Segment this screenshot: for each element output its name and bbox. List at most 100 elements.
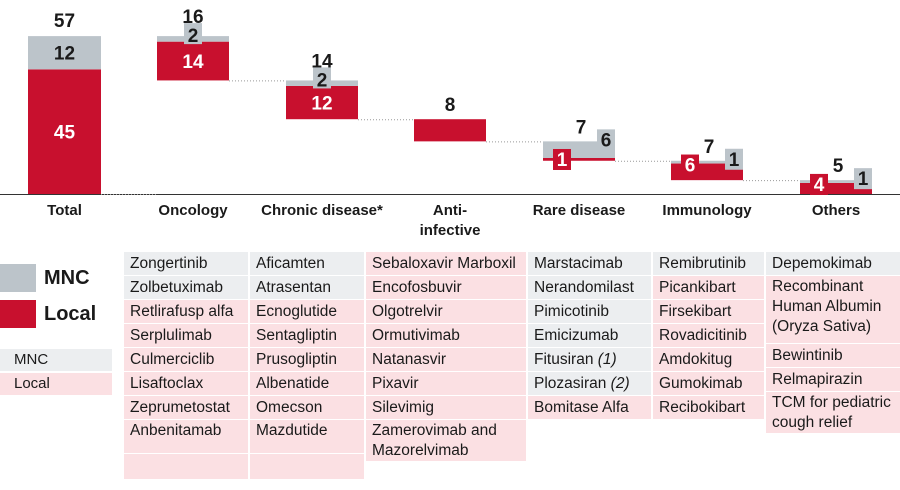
- drug-name: Gumokimab: [659, 375, 743, 392]
- drug-cell: [124, 454, 248, 480]
- mnc-label-bg-6: [854, 168, 872, 190]
- drug-name: Firsekibart: [659, 303, 732, 320]
- drug-cell: Firsekibart: [653, 300, 764, 324]
- drug-cell: Sentagliptin: [250, 324, 364, 348]
- total-label-3: 8: [445, 95, 456, 116]
- drug-name: Aficamten: [256, 255, 325, 272]
- drug-cell: Zeprumetostat: [124, 396, 248, 420]
- drug-name: Relmapirazin: [772, 371, 863, 388]
- drug-cell: Albenatide: [250, 372, 364, 396]
- local-label-bg-6: [810, 173, 828, 195]
- drug-cell: Emicizumab: [528, 324, 651, 348]
- drug-name: Fitusiran: [534, 351, 594, 368]
- drug-name: Zolbetuximab: [130, 279, 224, 296]
- drug-name: Sebaloxavir Marboxil: [372, 255, 516, 272]
- mini-legend-local: Local: [0, 373, 112, 395]
- drug-cell: Lisaftoclax: [124, 372, 248, 396]
- local-label-4: 1: [557, 150, 568, 171]
- category-label-0: Total: [47, 202, 82, 219]
- drug-cell: Mazdutide: [250, 420, 364, 454]
- mnc-label-6: 1: [858, 169, 869, 190]
- drug-cell: Culmerciclib: [124, 348, 248, 372]
- category-label-3-1: infective: [420, 222, 481, 239]
- drug-name: Olgotrelvir: [372, 303, 443, 320]
- drug-name: Encofosbuvir: [372, 279, 462, 296]
- mnc-label-1: 2: [188, 26, 199, 47]
- legend-label-mnc: MNC: [44, 266, 90, 289]
- drug-name: Remibrutinib: [659, 255, 747, 272]
- local-label-2: 12: [311, 94, 332, 115]
- drug-name: Recombinant Human Albumin (Oryza Sativa): [772, 278, 882, 335]
- category-label-3: Anti-: [433, 202, 467, 219]
- drug-cell: [250, 454, 364, 480]
- drug-name: Retlirafusp alfa: [130, 303, 234, 320]
- drug-cell: Nerandomilast: [528, 276, 651, 300]
- bar-local-3: [414, 119, 486, 142]
- drug-name: Emicizumab: [534, 327, 619, 344]
- drug-name: Albenatide: [256, 375, 330, 392]
- bar-mnc-6: [800, 180, 872, 183]
- drug-cell: Pixavir: [366, 372, 526, 396]
- drug-cell: Fitusiran (1): [528, 348, 651, 372]
- drug-cell: Relmapirazin: [766, 368, 900, 392]
- total-label-1: 16: [182, 7, 203, 28]
- category-label-5: Immunology: [662, 202, 752, 219]
- drug-cell: Pimicotinib: [528, 300, 651, 324]
- drug-name: Picankibart: [659, 279, 736, 296]
- drug-cell: Gumokimab: [653, 372, 764, 396]
- local-label-1: 14: [182, 52, 204, 73]
- drug-cell: Aficamten: [250, 252, 364, 276]
- mnc-label-bg-1: [184, 23, 202, 45]
- drug-cell: Zamerovimab and Mazorelvimab: [366, 420, 526, 462]
- drug-name: Mazdutide: [256, 422, 328, 439]
- bar-local-2: [286, 85, 358, 120]
- drug-name: Lisaftoclax: [130, 375, 204, 392]
- drug-name: Pixavir: [372, 375, 419, 392]
- bar-mnc-0: [28, 36, 101, 70]
- drug-cell: Prusogliptin: [250, 348, 364, 372]
- drug-cell: TCM for pediatric cough relief: [766, 392, 900, 434]
- local-label-bg-5: [681, 154, 699, 176]
- category-label-2: Chronic disease*: [261, 202, 383, 219]
- legend-item-local: Local: [0, 300, 96, 328]
- drug-name: Depemokimab: [772, 255, 872, 272]
- drug-name: Omecson: [256, 399, 323, 416]
- drug-name: Zongertinib: [130, 255, 208, 272]
- drug-name: Amdokitug: [659, 351, 733, 368]
- drug-cell: Omecson: [250, 396, 364, 420]
- local-label-bg-4: [553, 148, 571, 170]
- local-label-5: 6: [685, 156, 696, 177]
- local-label-6: 4: [814, 175, 825, 196]
- drug-cell: Atrasentan: [250, 276, 364, 300]
- drug-cell: Zongertinib: [124, 252, 248, 276]
- footnote-marker: (1): [593, 351, 617, 368]
- drug-name: Bomitase Alfa: [534, 399, 629, 416]
- drug-cell: Ecnoglutide: [250, 300, 364, 324]
- footnote-marker: (2): [606, 375, 630, 392]
- drug-cell: Encofosbuvir: [366, 276, 526, 300]
- drug-cell: Natanasvir: [366, 348, 526, 372]
- drug-cell: Retlirafusp alfa: [124, 300, 248, 324]
- drug-name: Zamerovimab and Mazorelvimab: [372, 422, 497, 459]
- drug-cell: Recombinant Human Albumin (Oryza Sativa): [766, 276, 900, 344]
- drug-cell: Bomitase Alfa: [528, 396, 651, 420]
- drug-cell: Plozasiran (2): [528, 372, 651, 396]
- total-label-0: 57: [54, 11, 75, 32]
- drug-name: Serplulimab: [130, 327, 212, 344]
- total-label-4: 7: [576, 117, 587, 138]
- bar-local-1: [157, 41, 229, 81]
- mnc-label-4: 6: [601, 130, 612, 151]
- local-label-0: 45: [54, 123, 76, 144]
- bar-local-6: [800, 182, 872, 194]
- total-label-2: 14: [311, 51, 333, 72]
- category-label-1: Oncology: [158, 202, 228, 219]
- mnc-label-bg-5: [725, 148, 743, 170]
- drug-name: Silevimig: [372, 399, 435, 416]
- drug-cell: Recibokibart: [653, 396, 764, 420]
- drug-cell: Anbenitamab: [124, 420, 248, 454]
- drug-cell: Marstacimab: [528, 252, 651, 276]
- mnc-label-2: 2: [317, 70, 328, 91]
- drug-name: Ormutivimab: [372, 327, 460, 344]
- bar-local-0: [28, 69, 101, 194]
- drug-cell: Depemokimab: [766, 252, 900, 276]
